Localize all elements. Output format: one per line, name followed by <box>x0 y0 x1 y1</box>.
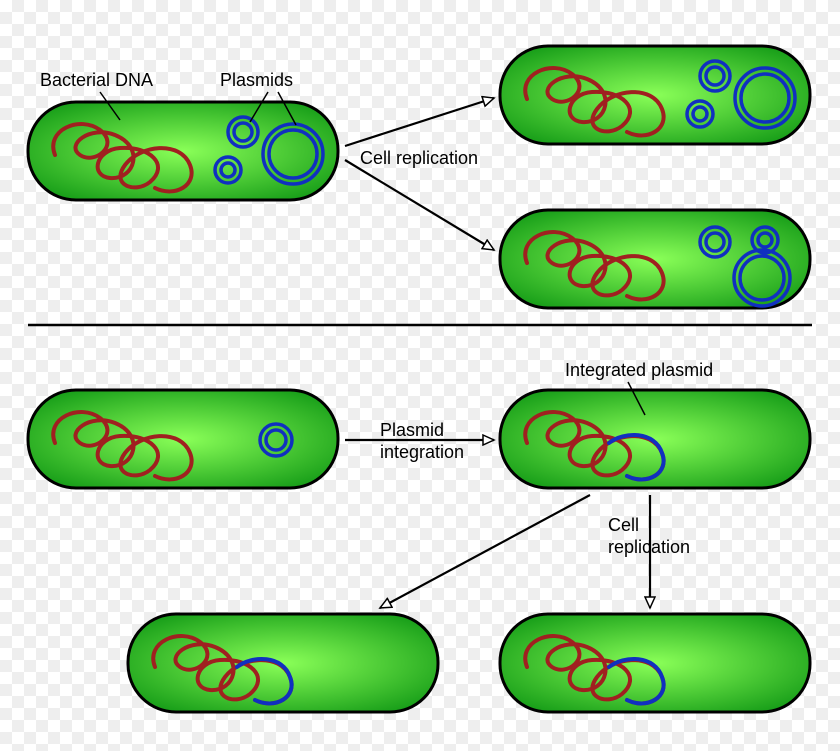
bacterium-top_childB <box>500 210 810 308</box>
label-plasmids: Plasmids <box>220 70 293 91</box>
label-cell-l2: replication <box>608 537 690 558</box>
bacterium-bot_right <box>500 614 810 712</box>
label-plasmid-integration-l2: integration <box>380 442 464 463</box>
bacterium-mid_right <box>500 390 810 488</box>
bacterium-bot_left <box>128 614 438 712</box>
arrow-replication-down <box>345 160 494 250</box>
label-cell-replication-top: Cell replication <box>360 148 478 169</box>
label-cell-l1: Cell <box>608 515 639 536</box>
bacterium-top_childA <box>500 46 810 144</box>
label-bacterial-dna: Bacterial DNA <box>40 70 153 91</box>
label-plasmid-integration-l1: Plasmid <box>380 420 444 441</box>
bacterium-mid_left <box>28 390 338 488</box>
arrow-replication-left <box>380 495 590 608</box>
label-integrated-plasmid: Integrated plasmid <box>565 360 713 381</box>
arrow-replication-up <box>345 98 494 146</box>
